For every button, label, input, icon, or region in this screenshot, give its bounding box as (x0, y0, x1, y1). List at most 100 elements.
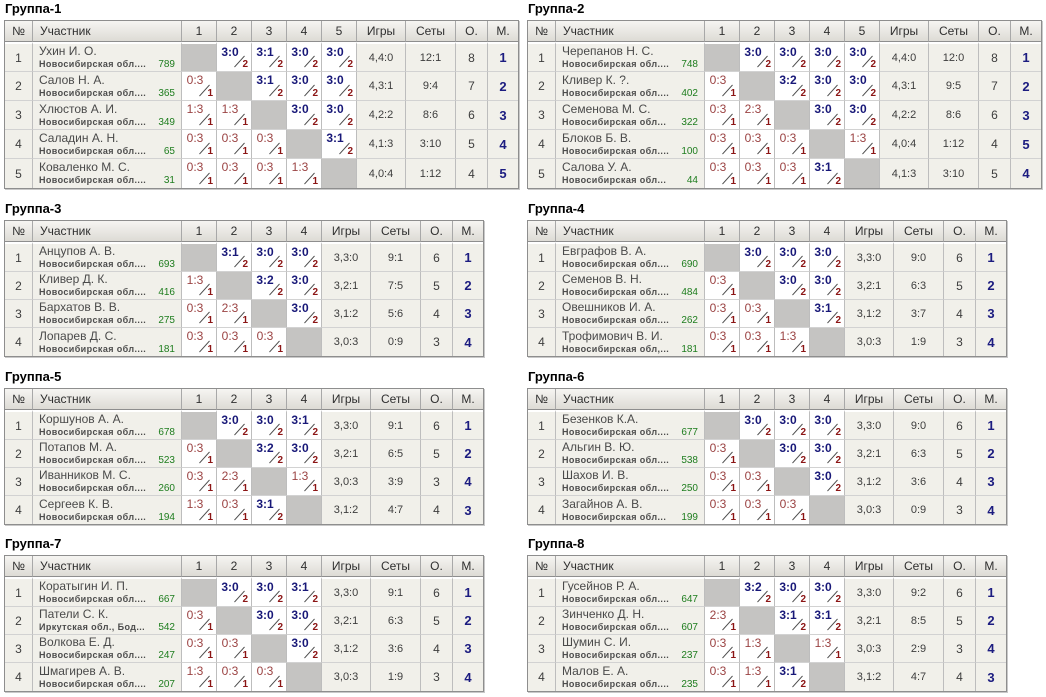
participant-cell: Кливер К. ?. Новосибирская обл.... 402 (556, 72, 705, 101)
participant-region: Новосибирская обл.... (39, 287, 147, 297)
score-value: 3:0 (744, 245, 762, 259)
score-cell-self (182, 42, 217, 72)
score-cell: 3:0 2 (810, 42, 845, 72)
place-cell: 3 (1011, 101, 1041, 130)
score-value: 0:3 (186, 160, 204, 174)
row-number: 3 (5, 300, 33, 328)
score-value: 1:3 (779, 329, 797, 343)
games-cell: 4,3:1 (357, 72, 406, 101)
score-points: 1 (242, 176, 248, 187)
games-cell: 3,1:2 (322, 300, 371, 328)
score-cell: 0:3 1 (705, 496, 740, 524)
col-header-opponent-3: 3 (252, 21, 287, 42)
games-cell: 4,2:2 (880, 101, 929, 130)
score-value: 0:3 (256, 329, 274, 343)
participant-meta: Новосибирская обл.... 237 (562, 650, 700, 661)
participant-cell: Лопарев Д. С. Новосибирская обл.... 181 (33, 328, 182, 356)
score-value: 0:3 (256, 664, 274, 678)
score-cell: 3:0 2 (287, 635, 322, 663)
participant-region: Новосибирская обл.... (562, 145, 670, 156)
participant-name: Семенов В. Н. (562, 273, 642, 286)
score-points: 2 (870, 117, 876, 128)
score-points: 2 (800, 259, 806, 270)
participant-meta: Новосибирская обл.... 748 (562, 59, 700, 70)
col-header-opponent-1: 1 (705, 389, 740, 410)
col-header-num: № (5, 221, 33, 242)
participant-rating: 250 (681, 483, 698, 494)
score-value: 3:0 (744, 45, 762, 59)
participant-meta: Новосибирская обл.... 523 (39, 455, 177, 466)
participant-rating: 523 (158, 455, 175, 466)
score-cell-self (810, 496, 845, 524)
group-2: Группа-2 № Участник 1 2 3 4 5 Игры Сеты О. М. 1 Чере… (527, 2, 1042, 189)
participant-rating: 349 (158, 116, 175, 128)
games-cell: 4,4:0 (357, 42, 406, 72)
participant-meta: Новосибирская обл.... 789 (39, 59, 177, 70)
table-row: 1 Гусейнов Р. А. Новосибирская обл.... 647 3… (528, 577, 1006, 607)
col-header-opponent-1: 1 (182, 221, 217, 242)
score-points: 1 (207, 512, 213, 523)
score-points: 1 (765, 146, 771, 157)
score-value: 3:1 (326, 131, 344, 145)
group-6: Группа-6 № Участник 1 2 3 4 Игры Сеты О. М. 1 Безен… (527, 370, 1007, 525)
participant-meta: Новосибирская обл.... 100 (562, 146, 700, 157)
row-number: 1 (528, 577, 556, 607)
participant-meta: Новосибирская обл.... 402 (562, 88, 700, 99)
score-value: 3:0 (849, 45, 867, 59)
group-title: Группа-5 (5, 369, 62, 384)
score-points: 2 (835, 259, 841, 270)
games-cell: 4,4:0 (880, 42, 929, 72)
score-points: 1 (312, 176, 318, 187)
score-value: 0:3 (709, 664, 727, 678)
participant-meta: Новосибирская обл.... 65 (39, 146, 177, 157)
points-cell: 4 (421, 635, 453, 663)
score-points: 1 (800, 512, 806, 523)
points-cell: 6 (944, 410, 976, 440)
score-cell: 0:3 1 (740, 328, 775, 356)
col-header-place: М. (976, 556, 1006, 577)
score-value: 0:3 (779, 497, 797, 511)
col-header-num: № (5, 556, 33, 577)
participant-name: Безенков К.А. (562, 413, 639, 426)
participant-region: Новосибирская обл.... (562, 455, 670, 465)
participant-meta: Новосибирская обл... 322 (562, 117, 700, 128)
participant-region: Новосибирская обл.... (39, 594, 147, 604)
points-cell: 5 (421, 607, 453, 635)
col-header-opponent-1: 1 (705, 556, 740, 577)
score-cell: 3:1 2 (252, 42, 287, 72)
col-header-games: Игры (845, 221, 894, 242)
score-cell: 1:3 1 (740, 663, 775, 691)
score-points: 2 (242, 427, 248, 438)
score-cell-self (775, 101, 810, 130)
score-cell: 3:2 2 (775, 72, 810, 101)
points-cell: 5 (979, 159, 1011, 188)
score-points: 2 (312, 594, 318, 605)
participant-name: Блоков Б. В. (562, 131, 632, 145)
participant-rating: 607 (681, 622, 698, 633)
participant-meta: Новосибирская обл.... 207 (39, 679, 177, 690)
score-value: 3:1 (221, 245, 239, 259)
score-value: 0:3 (744, 497, 762, 511)
score-value: 3:0 (256, 608, 274, 622)
participant-cell: Коваленко М. С. Новосибирская обл.... 31 (33, 159, 182, 188)
place-cell: 2 (976, 272, 1006, 300)
header-row: № Участник 1 2 3 4 Игры Сеты О. М. (5, 221, 483, 242)
participant-name: Саладин А. Н. (39, 131, 119, 145)
participant-region: Новосибирская обл.... (39, 343, 147, 354)
games-cell: 3,0:3 (845, 496, 894, 524)
score-cell: 0:3 1 (740, 130, 775, 159)
points-cell: 4 (944, 663, 976, 691)
place-cell: 4 (488, 130, 518, 159)
score-cell: 0:3 1 (705, 272, 740, 300)
score-points: 1 (765, 512, 771, 523)
score-cell-self (810, 663, 845, 691)
col-header-opponent-2: 2 (740, 221, 775, 242)
participant-meta: Новосибирская обл.... 678 (39, 427, 177, 438)
col-header-opponent-3: 3 (252, 556, 287, 577)
score-cell: 0:3 1 (182, 159, 217, 188)
place-cell: 3 (488, 101, 518, 130)
group-title: Группа-3 (5, 201, 62, 216)
points-cell: 6 (979, 101, 1011, 130)
score-value: 1:3 (849, 131, 867, 145)
place-cell: 1 (1011, 42, 1041, 72)
